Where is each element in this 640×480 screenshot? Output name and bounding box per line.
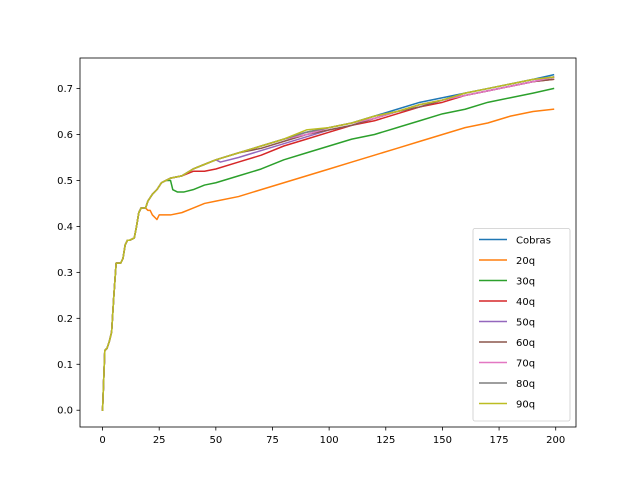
series-line-90q [101, 76, 555, 412]
x-tick-label: 50 [209, 435, 222, 446]
x-tick-label: 125 [376, 435, 395, 446]
legend-box [472, 228, 571, 422]
y-tick-label: 0.4 [57, 222, 73, 233]
legend-label-90q: 90q [516, 400, 535, 411]
y-tick-label: 0.6 [57, 130, 73, 141]
x-tick-label: 200 [546, 435, 565, 446]
legend-label-70q: 70q [516, 359, 535, 370]
x-tick-label: 0 [99, 435, 105, 446]
y-tick-label: 0.1 [57, 360, 73, 371]
y-tick-label: 0.3 [57, 268, 73, 279]
legend-label-50q: 50q [516, 318, 535, 329]
y-tick-label: 0.2 [57, 314, 73, 325]
axes-frame [79, 57, 577, 428]
x-axis-ticks: 0 25 50 75 100 125 150 175 200 [99, 427, 565, 446]
x-tick-label: 100 [320, 435, 339, 446]
y-tick-label: 0.5 [57, 176, 73, 187]
y-axis-ticks: 0.0 0.1 0.2 0.3 0.4 0.5 0.6 0.7 [57, 84, 80, 417]
legend-label-30q: 30q [516, 277, 535, 288]
legend-label-80q: 80q [516, 379, 535, 390]
legend-label-20q: 20q [516, 256, 535, 267]
x-tick-label: 25 [153, 435, 166, 446]
axes [79, 57, 577, 428]
legend-label-60q: 60q [516, 338, 535, 349]
legend: Cobras 20q 30q 40q 50q 60q 70q 80q 90q [472, 228, 571, 422]
x-tick-label: 75 [266, 435, 279, 446]
y-tick-label: 0.7 [57, 84, 73, 95]
x-tick-label: 175 [490, 435, 509, 446]
x-tick-label: 150 [433, 435, 452, 446]
y-tick-label: 0.0 [57, 406, 73, 417]
series-lines [101, 73, 555, 412]
legend-label-cobras: Cobras [516, 236, 551, 247]
legend-label-40q: 40q [516, 297, 535, 308]
